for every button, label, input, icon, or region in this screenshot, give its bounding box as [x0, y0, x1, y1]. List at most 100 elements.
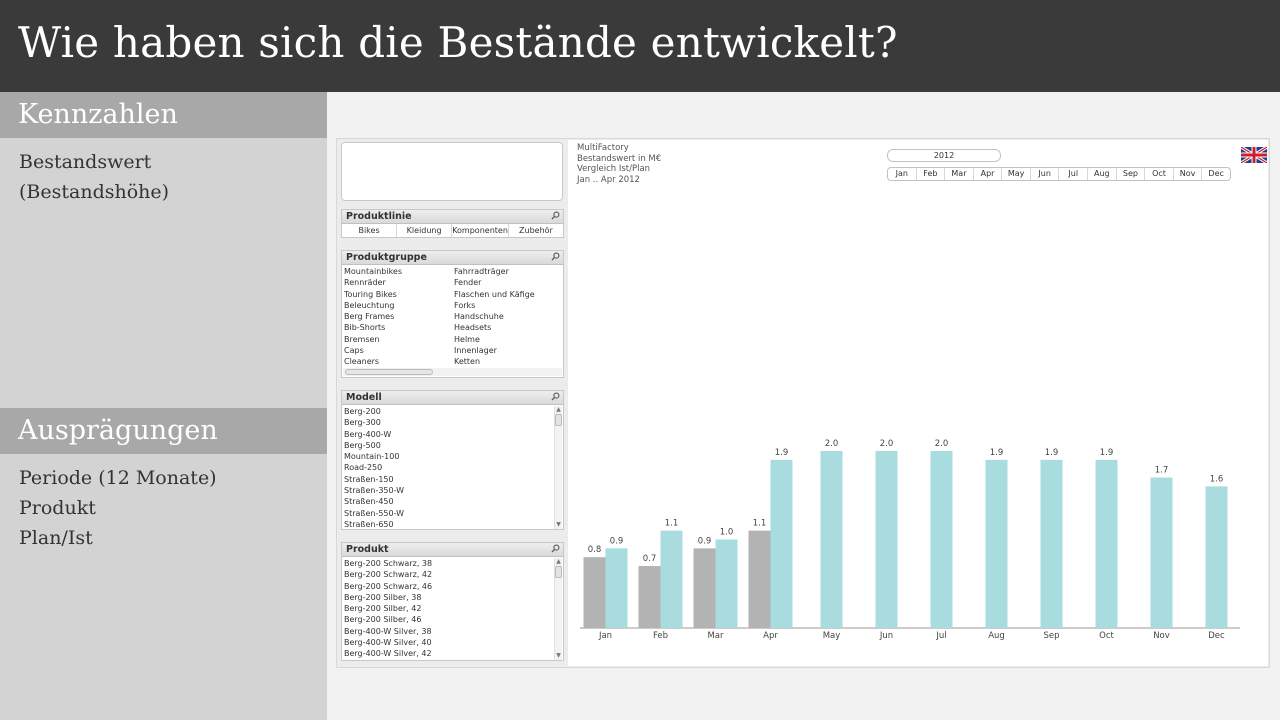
month-option[interactable]: Mar [945, 168, 974, 180]
search-icon[interactable] [551, 211, 560, 220]
list-item[interactable]: Straßen-350-W [344, 486, 405, 496]
list-item[interactable]: Straßen-450 [344, 497, 394, 507]
produkt-listbox: Produkt Berg-200 Schwarz, 38 Berg-200 Sch… [341, 542, 564, 661]
auspraegung-item: Plan/Ist [19, 527, 93, 549]
listbox-title: Produktgruppe [346, 252, 427, 263]
year-selector[interactable]: 2012 [887, 149, 1001, 162]
list-item[interactable]: Caps [344, 346, 364, 356]
listbox-header: Modell [342, 391, 563, 405]
section-header-auspraegungen: Ausprägungen [0, 408, 327, 454]
bar-chart: 0.8 0.9 Jan 0.7 1.1 Feb 0.9 1.0 Mar 1.1 1.9 Apr 2.0 M… [580, 439, 1240, 641]
list-item[interactable]: Berg-400-W Silver, 40 [344, 638, 432, 648]
bar-plan [715, 539, 738, 628]
month-option[interactable]: Nov [1174, 168, 1203, 180]
list-item[interactable]: Berg-200 Silber, 38 [344, 592, 422, 602]
scroll-up-icon[interactable]: ▲ [556, 558, 561, 565]
scroll-down-icon[interactable]: ▼ [556, 521, 561, 528]
list-item[interactable]: Bib-Shorts [344, 323, 386, 333]
month-option[interactable]: Sep [1117, 168, 1146, 180]
vertical-scrollbar[interactable]: ▲ ▼ [554, 558, 562, 660]
vertical-scrollbar[interactable]: ▲ ▼ [554, 406, 562, 529]
list-item[interactable]: Berg-300 [344, 418, 381, 428]
list-item[interactable]: Cleaners [344, 357, 380, 367]
x-tick-label: Nov [1153, 631, 1170, 641]
list-item[interactable]: Headsets [454, 323, 492, 333]
uk-flag-icon[interactable] [1241, 147, 1267, 163]
month-option[interactable]: Jan [888, 168, 917, 180]
search-icon[interactable] [551, 252, 560, 261]
modell-items: Berg-200 Berg-300 Berg-400-W Berg-500 Mounta… [344, 406, 552, 530]
list-item[interactable]: Flaschen und Käfige [454, 289, 535, 299]
list-item[interactable]: Berg-200 [344, 407, 381, 416]
listbox-header: Produktlinie [342, 210, 563, 224]
listbox-option[interactable]: Zubehör [519, 226, 553, 235]
list-item[interactable]: Innenlager [454, 346, 497, 356]
list-item[interactable]: Straßen-150 [344, 474, 394, 484]
list-item[interactable]: Berg Frames [344, 312, 395, 322]
list-item[interactable]: Rennräder [344, 278, 386, 288]
month-option[interactable]: Aug [1088, 168, 1117, 180]
scrollbar-thumb[interactable] [345, 369, 433, 375]
list-item[interactable]: Berg-400-W Silver, 42 [344, 649, 432, 659]
search-icon[interactable] [551, 544, 560, 553]
month-option[interactable]: Dec [1208, 169, 1224, 178]
list-item[interactable]: Touring Bikes [344, 289, 397, 299]
scroll-down-icon[interactable]: ▼ [556, 652, 561, 659]
scrollbar-thumb[interactable] [555, 414, 562, 426]
month-option[interactable]: Jun [1031, 168, 1060, 180]
kennzahl-item: (Bestandshöhe) [19, 181, 170, 203]
bar-plan [1150, 477, 1173, 628]
month-option[interactable]: May [1002, 168, 1031, 180]
list-item[interactable]: Straßen-550-W [344, 508, 405, 518]
month-option[interactable]: Feb [917, 168, 946, 180]
produktlinie-options: Bikes Kleidung Komponenten Zubehör [342, 224, 563, 237]
data-label-ist: 1.1 [753, 519, 767, 529]
list-item[interactable]: Beleuchtung [344, 300, 395, 310]
list-item[interactable]: Mountainbikes [344, 267, 403, 276]
list-item[interactable]: Ketten [454, 357, 481, 367]
list-item[interactable]: Berg-200 Schwarz, 46 [344, 581, 433, 591]
data-label-plan: 1.9 [1100, 448, 1114, 458]
listbox-title: Produktlinie [346, 211, 412, 222]
data-label-plan: 1.7 [1155, 466, 1169, 476]
listbox-option[interactable]: Komponenten [452, 224, 509, 237]
list-item[interactable]: Berg-200 Schwarz, 42 [344, 570, 433, 580]
list-item[interactable]: Road-250 [344, 463, 383, 473]
bar-plan [1095, 459, 1118, 628]
bar-plan [820, 451, 843, 628]
list-item[interactable]: Handschuhe [454, 312, 504, 322]
bar-plan [660, 530, 683, 628]
list-item[interactable]: Helme [454, 334, 480, 344]
list-item[interactable]: Berg-500 [344, 440, 381, 450]
list-item[interactable]: Berg-400-W [344, 429, 392, 439]
x-tick-label: Dec [1208, 631, 1225, 641]
list-item[interactable]: Bremsen [344, 334, 380, 344]
list-item[interactable]: Berg-400-W Silver, 38 [344, 626, 432, 636]
month-option[interactable]: Oct [1145, 168, 1174, 180]
list-item[interactable]: Mountain-100 [344, 452, 400, 462]
listbox-title: Produkt [346, 544, 389, 555]
scrollbar-thumb[interactable] [555, 566, 562, 578]
bar-plan [1040, 459, 1063, 628]
list-item[interactable]: Berg-200 Schwarz, 38 [344, 559, 433, 568]
auspraegung-item: Periode (12 Monate) [19, 467, 217, 489]
search-icon[interactable] [551, 392, 560, 401]
list-item[interactable]: Berg-200 Silber, 42 [344, 604, 422, 614]
list-item[interactable]: Fender [454, 278, 482, 288]
data-label-plan: 1.1 [665, 519, 679, 529]
listbox-option[interactable]: Kleidung [397, 224, 453, 237]
data-label-plan: 1.9 [775, 448, 789, 458]
chart-meta-line: Jan .. Apr 2012 [577, 174, 640, 185]
listbox-option[interactable]: Bikes [342, 224, 398, 237]
search-box[interactable] [341, 142, 563, 201]
scroll-up-icon[interactable]: ▲ [556, 406, 561, 413]
list-item[interactable]: Berg-200 Silber, 46 [344, 615, 422, 625]
list-item[interactable]: Forks [454, 300, 476, 310]
list-item[interactable]: Fahrradträger [454, 267, 509, 276]
produktgruppe-column-2: Fahrradträger Fender Flaschen und Käfige Fo… [454, 266, 562, 368]
list-item[interactable]: Straßen-650 [344, 519, 394, 529]
data-label-plan: 0.9 [610, 536, 624, 546]
horizontal-scrollbar[interactable] [343, 368, 562, 376]
month-option[interactable]: Apr [974, 168, 1003, 180]
month-option[interactable]: Jul [1059, 168, 1089, 180]
